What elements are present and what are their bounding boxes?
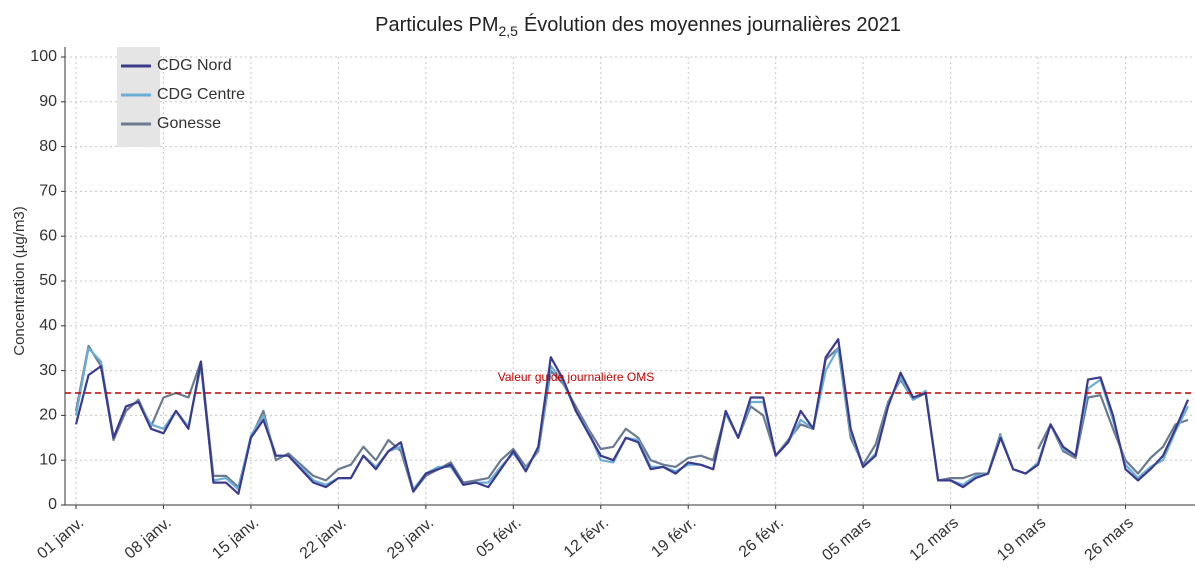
y-tick-label: 10 bbox=[39, 451, 57, 468]
y-tick-label: 0 bbox=[48, 496, 57, 513]
x-tick-label: 26 mars bbox=[1082, 514, 1137, 564]
y-tick-label: 40 bbox=[39, 317, 57, 334]
title-part: Particules PM bbox=[375, 14, 498, 36]
x-tick-label: 15 janv. bbox=[209, 514, 262, 562]
y-tick-label: 100 bbox=[30, 48, 57, 65]
x-tick-label: 05 mars bbox=[819, 514, 874, 564]
legend-label: CDG Centre bbox=[157, 86, 245, 103]
legend-box bbox=[117, 47, 160, 147]
y-tick-label: 20 bbox=[39, 407, 57, 424]
y-tick-label: 30 bbox=[39, 362, 57, 379]
y-tick-label: 50 bbox=[39, 272, 57, 289]
reference-label: Valeur guide journalière OMS bbox=[498, 370, 655, 384]
x-tick-label: 01 janv. bbox=[34, 514, 87, 562]
x-tick-label: 19 mars bbox=[994, 514, 1049, 564]
y-tick-label: 70 bbox=[39, 183, 57, 200]
x-tick-label: 08 janv. bbox=[122, 514, 175, 562]
x-tick-label: 19 févr. bbox=[648, 514, 699, 561]
x-tick-label: 29 janv. bbox=[384, 514, 437, 562]
legend-label: Gonesse bbox=[157, 115, 221, 132]
y-tick-label: 60 bbox=[39, 227, 57, 244]
series-line bbox=[74, 338, 1190, 495]
y-axis-label: Concentration (µg/m3) bbox=[11, 206, 28, 356]
title-sub: 2,5 bbox=[499, 23, 519, 39]
title-part: Évolution des moyennes journalières 2021 bbox=[524, 13, 901, 36]
chart-title: Particules PM2,5 Évolution des moyennes j… bbox=[375, 13, 901, 38]
y-tick-label: 90 bbox=[39, 93, 57, 110]
x-tick-label: 22 janv. bbox=[297, 514, 350, 562]
legend-label: CDG Nord bbox=[157, 57, 232, 74]
x-tick-label: 12 mars bbox=[907, 514, 962, 564]
x-tick-label: 05 févr. bbox=[473, 514, 524, 561]
y-tick-label: 80 bbox=[39, 138, 57, 155]
x-tick-label: 12 févr. bbox=[561, 514, 612, 561]
x-tick-label: 26 févr. bbox=[736, 514, 787, 561]
